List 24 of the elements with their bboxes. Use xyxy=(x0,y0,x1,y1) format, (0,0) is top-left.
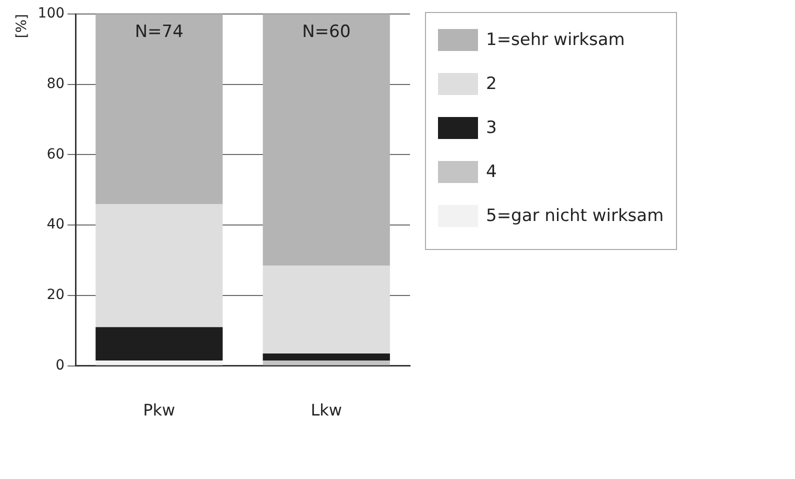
legend-label: 5=gar nicht wirksam xyxy=(486,206,664,226)
annotation: N=60 xyxy=(302,22,351,42)
y-tick-label: 80 xyxy=(46,76,65,92)
bar xyxy=(262,266,390,354)
annotation: N=74 xyxy=(134,22,184,42)
bar xyxy=(262,14,390,266)
legend-label: 3 xyxy=(486,118,497,138)
y-axis-title: [%] xyxy=(14,14,30,38)
y-tick-label: 60 xyxy=(46,146,65,162)
bar xyxy=(96,204,223,328)
bar xyxy=(96,360,223,366)
bar xyxy=(262,360,390,366)
bar xyxy=(96,327,223,361)
legend-label: 2 xyxy=(486,74,497,94)
bar xyxy=(262,353,390,361)
y-tick-label: 40 xyxy=(46,216,65,233)
y-tick-label: 20 xyxy=(46,287,65,304)
x-tick-label: Lkw xyxy=(310,400,342,420)
bar xyxy=(96,14,223,204)
legend-label: 4 xyxy=(486,162,497,182)
y-tick-label: 0 xyxy=(56,357,65,374)
legend-label: 1=sehr wirksam xyxy=(486,30,625,50)
x-tick-label: Pkw xyxy=(143,400,176,420)
y-tick-label: 100 xyxy=(38,6,65,22)
